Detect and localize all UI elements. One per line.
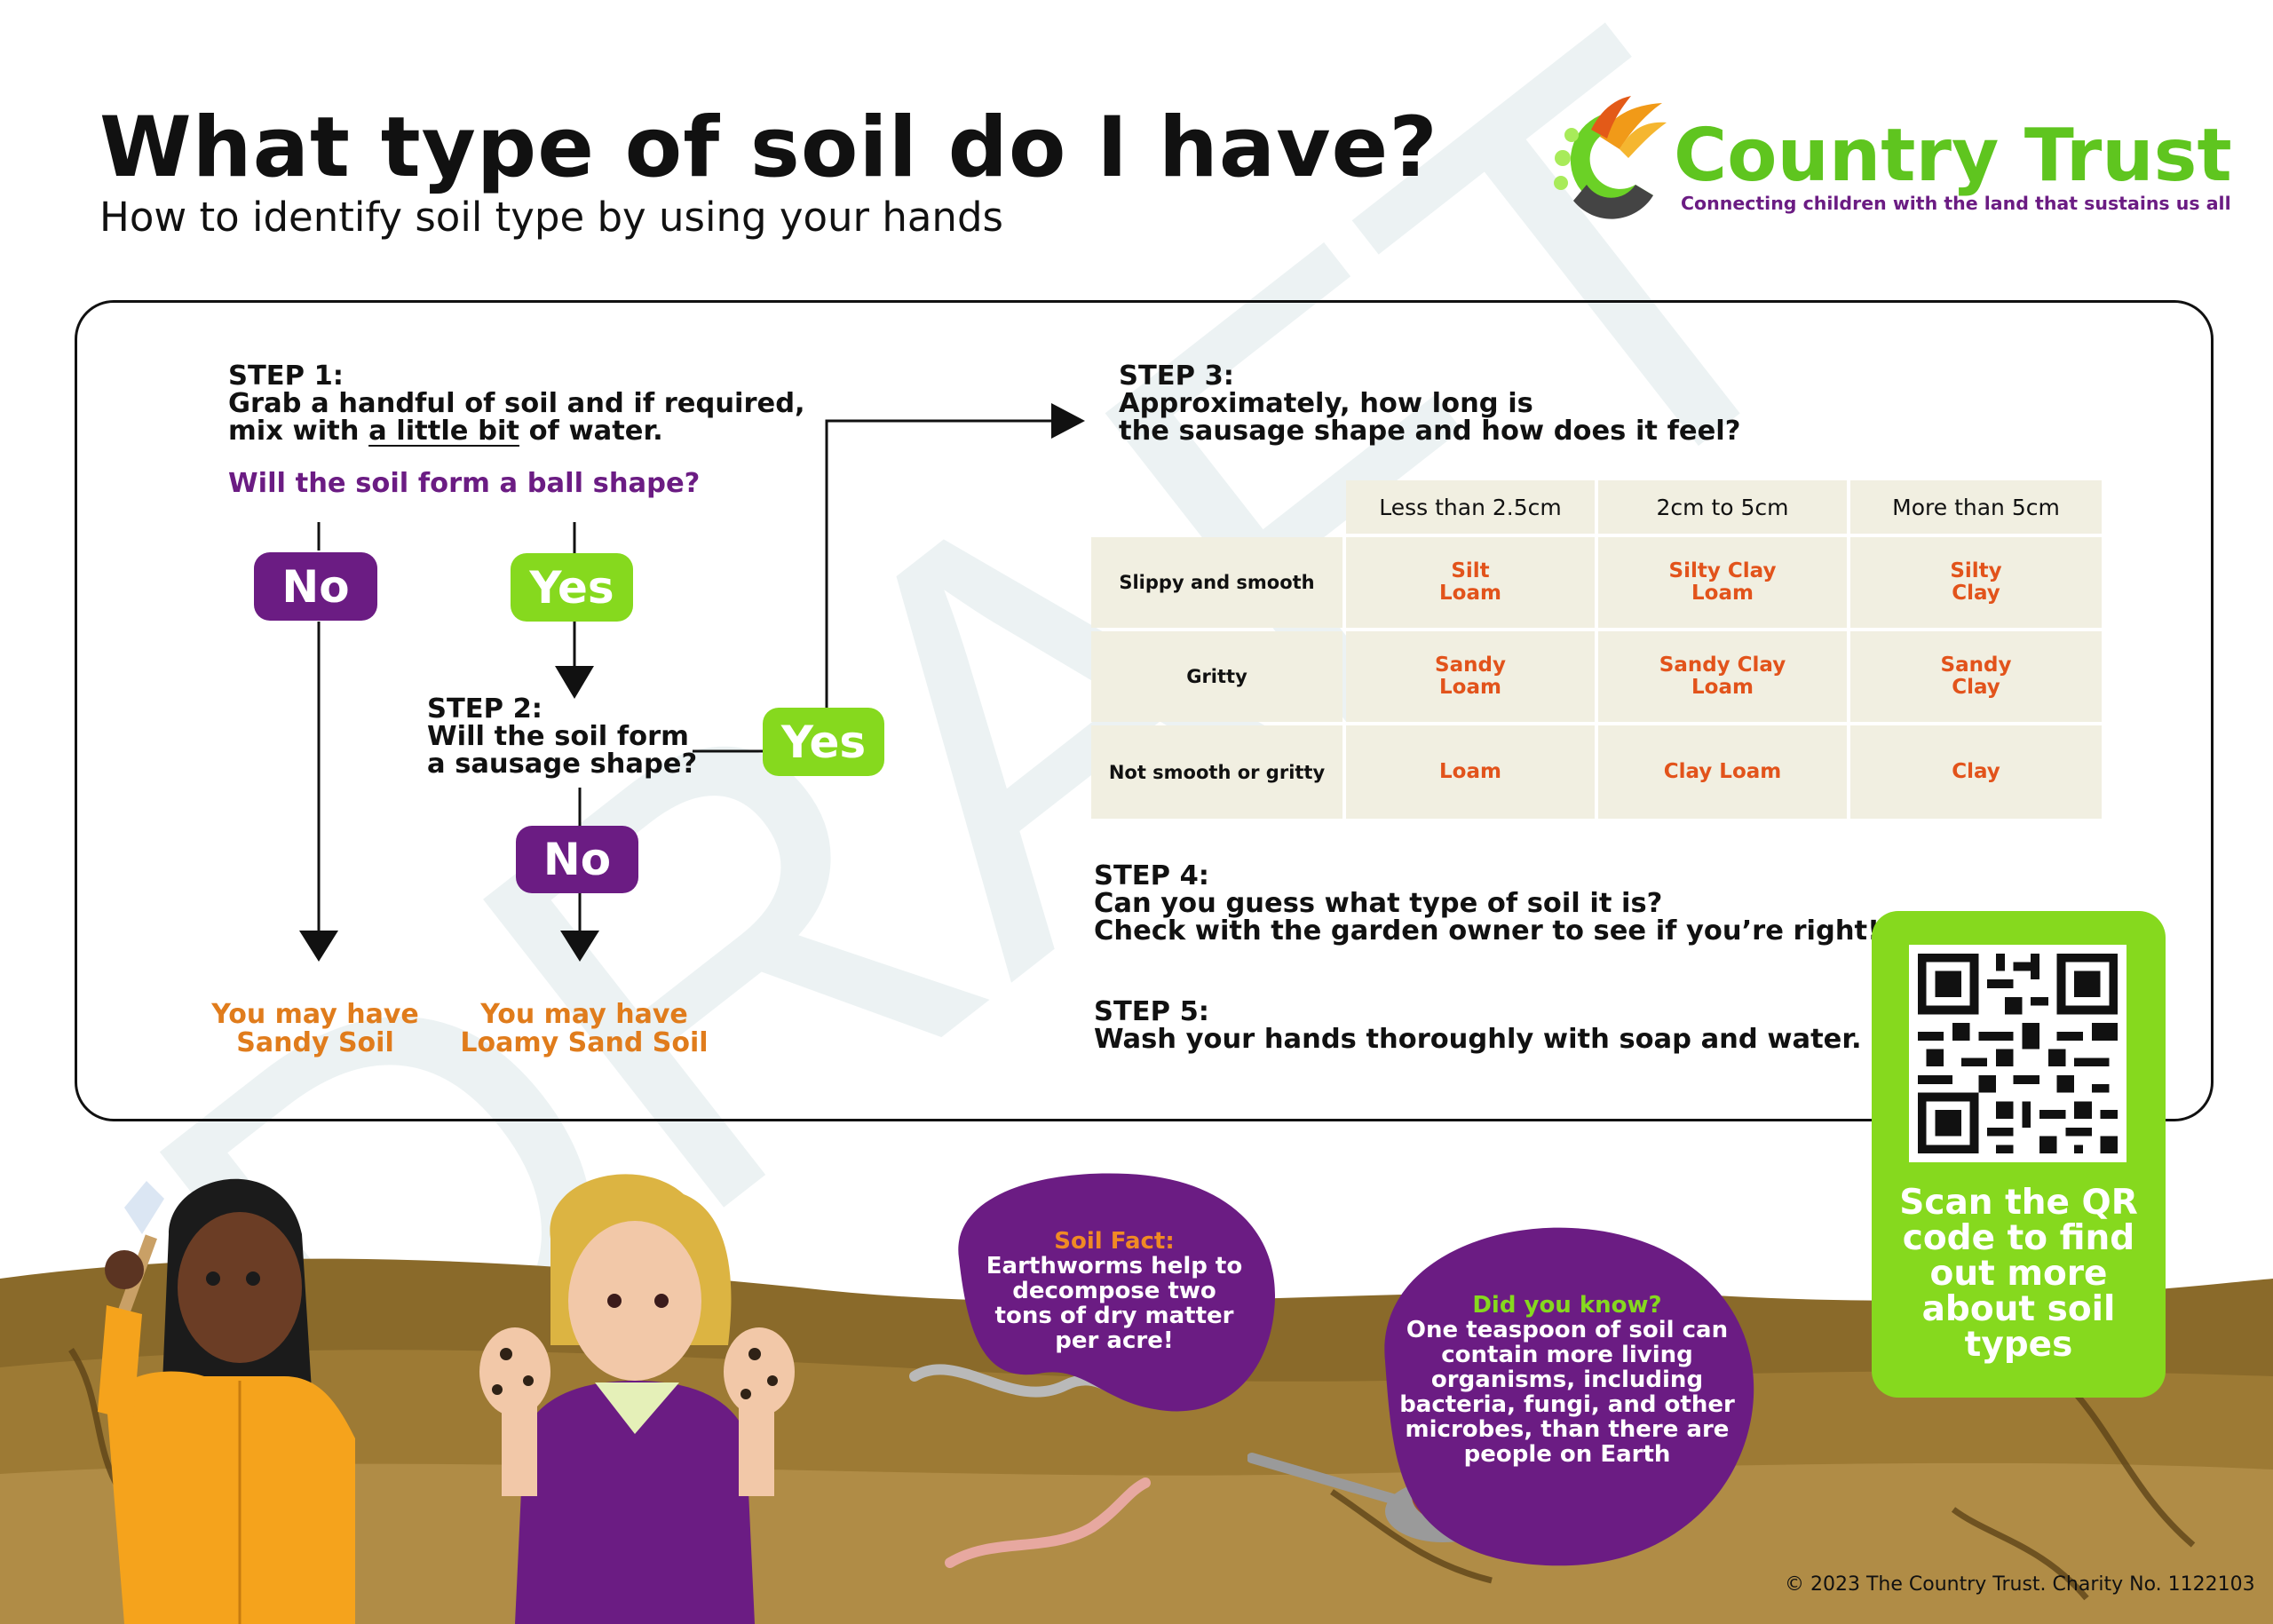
soil-cell: Sandy Clay Loam (1598, 631, 1847, 722)
sausage-yes-pill: Yes (763, 708, 884, 776)
step2-label: STEP 2: (427, 693, 543, 725)
qr-caption-line: Scan the QR (1899, 1183, 2138, 1223)
soil-cell-line: Sandy (1435, 654, 1506, 677)
step3-label: STEP 3: (1119, 360, 1234, 392)
soil-cell: Silty Clay Loam (1598, 537, 1847, 628)
step2-line2: a sausage shape? (427, 749, 698, 780)
soil-fact-line: decompose two (1012, 1278, 1216, 1304)
soil-cell-line: Silty (1950, 559, 2002, 582)
soil-cell: Sandy Clay (1850, 631, 2102, 722)
page-title: What type of soil do I have? (99, 99, 1438, 196)
did-you-know-line: contain more living (1441, 1342, 1693, 1368)
page-subtitle: How to identify soil type by using your … (99, 194, 1003, 241)
soil-cell: Silt Loam (1346, 537, 1595, 628)
soil-cell-line: Loam (1439, 582, 1501, 605)
brand-name: Country Trust (1674, 114, 2232, 198)
col-header-more-than-5cm: More than 5cm (1850, 480, 2102, 534)
sausage-no-pill: No (516, 826, 638, 893)
outcome-sandy-line2: Sandy Soil (236, 1027, 394, 1058)
soil-cell-line: Silty Clay (1668, 559, 1777, 582)
soil-cell-line: Silt (1451, 559, 1490, 582)
row-header-gritty: Gritty (1091, 631, 1342, 722)
soil-cell-line: Clay (1952, 582, 2000, 605)
outcome-sandy-line1: You may have (211, 999, 419, 1030)
soil-fact-line: tons of dry matter (994, 1303, 1234, 1329)
did-you-know-line: microbes, than there are (1405, 1416, 1730, 1443)
step1-line2: mix with a little bit of water. (228, 417, 805, 445)
soil-cell-line: Clay (1952, 676, 2000, 699)
step4-label: STEP 4: (1094, 860, 1209, 891)
soil-cell: Clay Loam (1598, 725, 1847, 819)
step1-line1: Grab a handful of soil and if required, (228, 388, 805, 419)
step5-line1: Wash your hands thoroughly with soap and… (1094, 1024, 1862, 1055)
soil-cell-line: Loam (1439, 676, 1501, 699)
country-trust-logo (1554, 96, 1667, 219)
brand-tagline: Connecting children with the land that s… (1681, 193, 2231, 214)
step5-label: STEP 5: (1094, 996, 1209, 1027)
child-illustration-left (98, 1178, 355, 1624)
outcome-loamy-line1: You may have (480, 999, 688, 1030)
col-header-2cm-to-5cm: 2cm to 5cm (1598, 480, 1847, 534)
outcome-loamy-line2: Loamy Sand Soil (460, 1027, 709, 1058)
qr-caption-line: about soil (1921, 1289, 2116, 1329)
step1-label: STEP 1: (228, 360, 344, 392)
step1-line2-post: of water. (519, 416, 663, 447)
soil-cell-line: Sandy Clay (1659, 654, 1786, 677)
step2-line1: Will the soil form (427, 721, 689, 752)
soil-cell-line: Loam (1691, 582, 1754, 605)
step4-line1: Can you guess what type of soil it is? (1094, 888, 1663, 919)
step3-line1: Approximately, how long is (1119, 388, 1533, 419)
soil-fact-line: per acre! (1055, 1327, 1174, 1354)
soil-fact-line: Earthworms help to (986, 1253, 1243, 1279)
step1-underlined-text: a little bit (368, 416, 519, 447)
did-you-know-line: bacteria, fungi, and other (1399, 1391, 1735, 1418)
step1-line2-pre: mix with (228, 416, 369, 447)
soil-cell: Clay (1850, 725, 2102, 819)
soil-cell: Loam (1346, 725, 1595, 819)
outcome-sandy-soil: You may have Sandy Soil (191, 1001, 440, 1058)
did-you-know-line: One teaspoon of soil can (1406, 1317, 1729, 1343)
qr-code-icon[interactable] (1909, 945, 2126, 1162)
soil-cell-line: Sandy (1940, 654, 2012, 677)
did-you-know-title: Did you know? (1472, 1292, 1662, 1319)
outcome-loamy-sand-soil: You may have Loamy Sand Soil (451, 1001, 717, 1058)
soil-fact-bubble (958, 1173, 1276, 1412)
row-header-not-smooth-or-gritty: Not smooth or gritty (1091, 725, 1342, 819)
qr-caption-line: code to find (1902, 1218, 2135, 1258)
step4-line2: Check with the garden owner to see if yo… (1094, 915, 1881, 947)
qr-caption-line: out more (1929, 1254, 2108, 1294)
soil-cell-line: Loam (1691, 676, 1754, 699)
col-header-less-than-2-5cm: Less than 2.5cm (1346, 480, 1595, 534)
soil-cell: Silty Clay (1850, 537, 2102, 628)
instructions-panel (75, 300, 2214, 1121)
did-you-know-line: organisms, including (1430, 1367, 1704, 1393)
qr-caption-line: types (1964, 1325, 2073, 1365)
row-header-slippy-and-smooth: Slippy and smooth (1091, 537, 1342, 628)
did-you-know-bubble (1384, 1227, 1754, 1566)
step3-line2: the sausage shape and how does it feel? (1119, 416, 1741, 447)
qr-caption: Scan the QR code to find out more about … (1872, 1185, 2166, 1363)
soil-fact-text: Soil Fact: Earthworms help to decompose … (954, 1229, 1274, 1353)
child-illustration-right (479, 1174, 795, 1624)
ball-shape-question: Will the soil form a ball shape? (228, 468, 701, 499)
soil-type-table: Less than 2.5cm 2cm to 5cm More than 5cm… (1091, 480, 2102, 819)
copyright-notice: © 2023 The Country Trust. Charity No. 11… (1785, 1573, 2255, 1596)
soil-fact-title: Soil Fact: (1054, 1228, 1175, 1255)
soil-cell: Sandy Loam (1346, 631, 1595, 722)
did-you-know-line: people on Earth (1463, 1441, 1671, 1468)
ball-no-pill: No (254, 552, 377, 621)
ball-yes-pill: Yes (511, 553, 633, 622)
did-you-know-text: Did you know? One teaspoon of soil can c… (1381, 1293, 1754, 1467)
